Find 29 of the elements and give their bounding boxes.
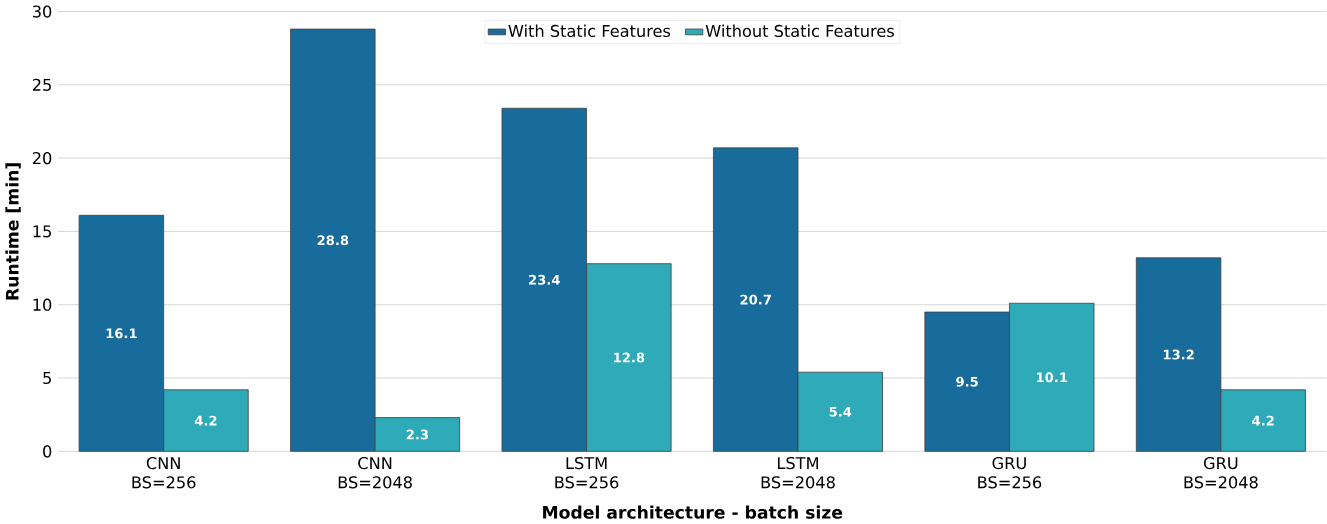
data-label: 4.2 (194, 415, 217, 426)
y-tick-label: 30 (32, 5, 52, 18)
y-tick-label: 0 (43, 445, 52, 458)
y-tick-label: 20 (32, 151, 52, 165)
data-label: 13.2 (1163, 349, 1194, 360)
y-tick-label: 15 (33, 225, 51, 238)
data-label: 20.7 (740, 294, 771, 305)
data-label: 10.1 (1036, 372, 1068, 383)
y-tick-label: 25 (32, 78, 51, 91)
x-axis-title: Model architecture - batch size (543, 505, 843, 519)
x-tick-label: CNN BS=2048 (338, 456, 412, 489)
data-label: 9.5 (956, 376, 978, 387)
legend-label: With Static Features (508, 24, 671, 37)
data-label: 28.8 (317, 235, 349, 246)
data-label: 4.2 (1252, 415, 1274, 426)
x-tick-label: LSTM BS=2048 (761, 456, 835, 489)
x-tick-label: CNN BS=256 (132, 456, 196, 489)
data-label: 16.1 (106, 328, 137, 339)
y-tick-label: 5 (43, 371, 51, 384)
x-tick-label: GRU BS=256 (978, 456, 1042, 489)
x-tick-label: LSTM BS=256 (555, 456, 619, 489)
y-tick-label: 10 (33, 298, 52, 311)
data-label: 12.8 (614, 352, 645, 363)
data-label: 23.4 (529, 274, 560, 285)
y-axis-title: Runtime [min] (5, 163, 21, 300)
x-tick-label: GRU BS=2048 (1184, 456, 1258, 489)
data-label: 2.3 (406, 429, 429, 440)
data-label: 5.4 (829, 406, 852, 417)
legend-label: Without Static Features (705, 24, 894, 37)
